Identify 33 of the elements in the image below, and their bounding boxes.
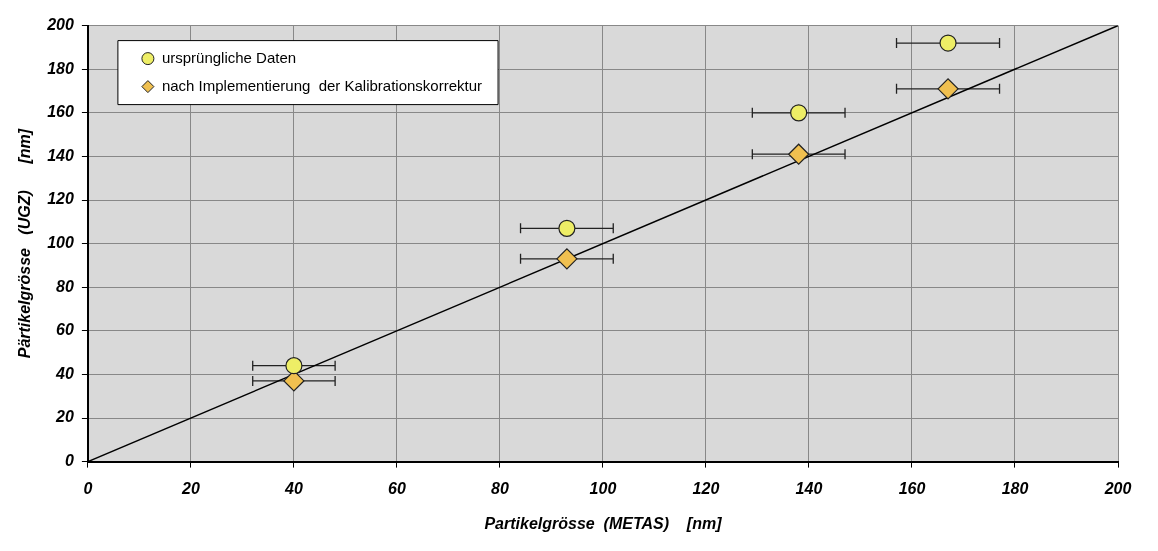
legend-label: nach Implementierung der Kalibrationskorrektur (161, 76, 483, 94)
x-tick-label: 0 (83, 479, 93, 497)
x-tick-label: 40 (284, 479, 303, 497)
point (558, 219, 576, 237)
point (790, 104, 808, 122)
point (937, 78, 959, 100)
x-tick-label: 140 (795, 479, 823, 497)
x-tick-label: 100 (589, 479, 617, 497)
point (788, 143, 810, 165)
y-tick-label: 100 (47, 234, 74, 252)
legend-label: ursprüngliche Daten (161, 48, 297, 66)
x-axis-title: Partikelgrösse (METAS) [nm] (484, 514, 723, 532)
y-tick-label: 60 (56, 321, 74, 339)
y-tick-label: 140 (47, 146, 74, 164)
point (939, 34, 957, 52)
point (556, 248, 578, 270)
x-tick-label: 20 (181, 479, 200, 497)
y-tick-label: 20 (55, 408, 74, 426)
x-tick-label: 200 (1103, 479, 1132, 497)
point (285, 357, 303, 375)
y-tick-label: 180 (47, 59, 74, 77)
y-tick-label: 40 (55, 364, 74, 382)
x-tick-label: 120 (692, 479, 720, 497)
x-tick-label: 180 (1001, 479, 1029, 497)
x-tick-label: 160 (898, 479, 926, 497)
y-axis-title: Pärtikelgrösse (UGZ) [nm] (16, 128, 34, 359)
y-tick-label: 0 (64, 452, 74, 470)
x-tick-label: 80 (491, 479, 509, 497)
y-tick-label: 200 (46, 16, 74, 34)
y-tick-label: 160 (47, 103, 74, 121)
y-tick-label: 80 (56, 277, 74, 295)
x-tick-label: 60 (388, 479, 406, 497)
y-tick-label: 120 (47, 190, 74, 208)
